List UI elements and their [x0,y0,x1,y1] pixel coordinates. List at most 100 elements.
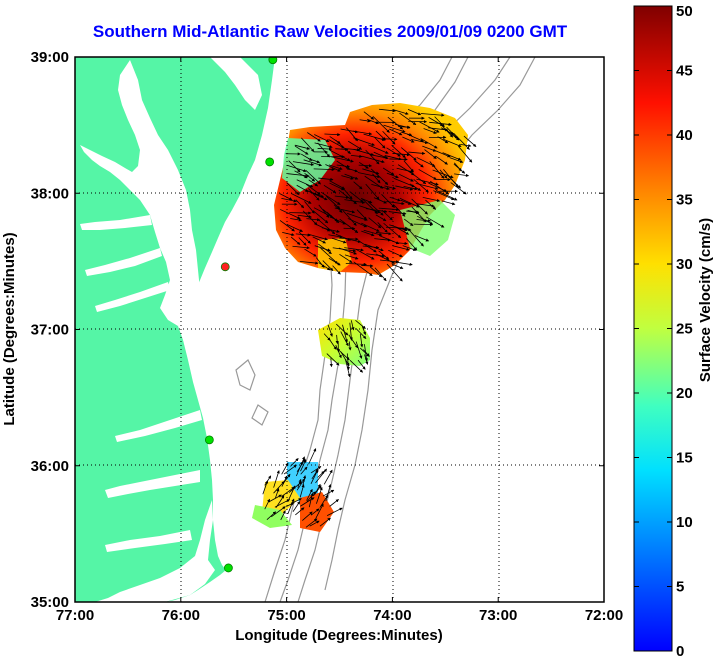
velocity-arrow [314,142,333,149]
velocity-arrow [344,247,364,252]
velocity-arrow [345,262,367,266]
velocity-arrow [299,484,305,498]
velocity-arrow [306,488,313,501]
velocity-arrow [318,177,334,181]
velocity-arrow [372,173,381,184]
velocity-arrow [372,116,390,133]
velocity-arrow [439,169,448,179]
velocity-arrow [342,324,348,343]
velocity-arrow [416,157,436,167]
y-tick-label: 38:00 [31,185,69,202]
velocity-arrow [281,197,297,203]
velocity-arrow [280,510,286,521]
velocity-arrow [339,253,353,263]
tributary [95,282,170,312]
velocity-arrow [325,164,341,172]
velocity-patch-cool [400,200,455,256]
velocity-arrow [382,167,395,176]
y-tick-label: 35:00 [31,594,69,611]
velocity-arrow [304,173,316,182]
velocity-arrow [298,237,307,246]
velocity-arrow [381,137,398,141]
colorbar-tick-label: 0 [676,643,684,659]
velocity-arrow [322,260,334,271]
velocity-arrow [424,149,437,159]
velocity-arrow [328,139,345,149]
velocity-arrow [317,142,331,158]
velocity-arrow [335,139,351,155]
velocity-arrow [391,263,404,270]
velocity-arrow [305,183,321,195]
velocity-arrow [306,218,321,222]
velocity-arrow [433,149,451,158]
velocity-arrow [384,185,396,190]
velocity-arrow [361,222,380,232]
velocity-arrow [383,222,402,239]
velocity-arrow [407,228,424,247]
x-tick-label: 75:00 [267,607,305,624]
velocity-arrow [377,222,388,233]
velocity-arrow [406,133,424,142]
velocity-arrow [331,237,347,244]
velocity-arrow [370,154,389,160]
velocity-arrow [434,116,445,128]
velocity-arrow [339,218,359,233]
velocity-arrow [426,216,445,228]
velocity-arrow [281,486,295,497]
x-axis-ticks: 77:00 76:00 75:00 74:00 73:00 72:00 [56,57,623,624]
velocity-arrow [454,173,470,177]
velocity-arrow [349,322,353,341]
velocity-arrow [286,182,300,196]
velocity-arrow [305,518,318,528]
velocity-region-south [262,480,300,516]
delaware-bay [210,57,262,110]
velocity-arrow [309,191,328,201]
velocity-arrow [397,227,410,235]
velocity-arrow [307,132,321,142]
grid-lines [75,57,604,602]
velocity-arrow [313,167,335,172]
colorbar-tick-label: 5 [676,579,684,596]
velocity-arrow [302,511,313,521]
velocity-arrow [328,257,341,266]
velocity-arrow [338,247,357,255]
velocity-arrow [328,164,343,170]
colorbar-tick-label: 35 [676,192,693,209]
velocity-arrow [383,124,406,133]
velocity-arrow [335,147,349,152]
velocity-arrow [317,218,336,235]
velocity-arrow [303,159,323,167]
velocity-arrow [317,147,333,151]
velocity-arrow [366,118,379,125]
velocity-arrow [408,170,427,184]
velocity-arrow [310,508,320,516]
velocity-arrow [314,223,331,232]
velocity-arrow [324,132,341,137]
velocity-arrow [359,119,371,123]
velocity-arrow [318,204,330,218]
velocity-arrow [392,152,411,157]
velocity-arrow [364,354,369,365]
velocity-arrow [348,140,363,150]
velocity-arrow [402,136,415,143]
x-tick-label: 76:00 [162,607,200,624]
velocity-arrow [386,263,403,282]
velocity-arrow [281,462,289,475]
velocity-arrow [395,185,414,191]
velocity-arrow [352,130,373,136]
station-marker [265,157,275,167]
velocity-arrow [282,231,295,237]
velocity-arrow [313,207,334,218]
velocity-arrow [338,237,359,241]
velocity-arrow [283,473,291,483]
velocity-arrow [323,469,333,485]
velocity-arrow [321,227,340,233]
velocity-arrow [294,170,308,179]
velocity-arrow [375,214,387,222]
velocity-arrow [355,248,375,260]
velocity-arrow [363,349,370,357]
station-marker [224,563,233,573]
velocity-arrow [365,149,380,165]
radar-stations [204,57,278,573]
